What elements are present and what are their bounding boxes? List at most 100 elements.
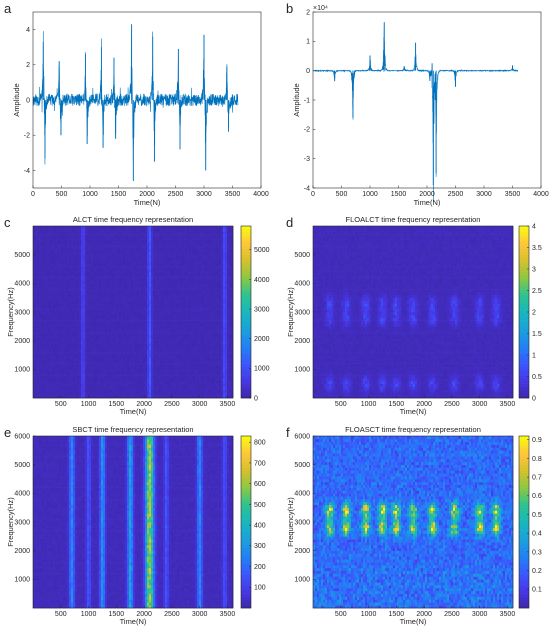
heatmap-cell: [95, 249, 97, 252]
heatmap-cell: [87, 263, 89, 266]
heatmap-cell: [101, 332, 103, 335]
heatmap-cell: [89, 341, 91, 344]
heatmap-cell: [163, 232, 165, 235]
heatmap-cell: [71, 329, 73, 332]
heatmap-cell: [163, 286, 165, 289]
x-tick-label: 1500: [391, 191, 407, 198]
heatmap-cell: [155, 361, 157, 364]
heatmap-cell: [135, 246, 137, 249]
heatmap-cell: [187, 349, 189, 352]
heatmap-cell: [69, 358, 71, 361]
heatmap-cell: [83, 341, 85, 344]
heatmap-cell: [51, 240, 53, 243]
heatmap-cell: [157, 361, 159, 364]
heatmap-cell: [179, 358, 181, 361]
heatmap-cell: [129, 312, 131, 315]
heatmap-cell: [151, 341, 153, 344]
heatmap-cell: [169, 318, 171, 321]
heatmap-cell: [153, 309, 155, 312]
heatmap-cell: [107, 295, 109, 298]
heatmap-cell: [33, 258, 35, 261]
heatmap-cell: [39, 361, 41, 364]
heatmap-cell: [149, 272, 151, 275]
heatmap-cell: [109, 252, 111, 255]
heatmap-cell: [161, 329, 163, 332]
heatmap-cell: [113, 269, 115, 272]
heatmap-cell: [115, 315, 117, 318]
heatmap-cell: [75, 338, 77, 341]
heatmap-cell: [123, 240, 125, 243]
heatmap-cell: [101, 361, 103, 364]
heatmap-cell: [43, 332, 45, 335]
heatmap-cell: [103, 275, 105, 278]
heatmap-cell: [139, 366, 141, 369]
heatmap-cell: [119, 318, 121, 321]
heatmap-cell: [145, 295, 147, 298]
heatmap-cell: [187, 352, 189, 355]
heatmap-cell: [183, 369, 185, 372]
heatmap-cell: [109, 226, 111, 229]
heatmap-cell: [151, 387, 153, 390]
heatmap-cell: [49, 358, 51, 361]
heatmap-cell: [123, 295, 125, 298]
heatmap-cell: [67, 384, 69, 387]
heatmap-cell: [139, 389, 141, 392]
heatmap-cell: [179, 298, 181, 301]
heatmap-cell: [37, 364, 39, 367]
heatmap-cell: [45, 318, 47, 321]
y-tick-label: 4: [26, 27, 30, 34]
heatmap-cell: [87, 352, 89, 355]
heatmap-cell: [51, 283, 53, 286]
heatmap-cell: [165, 255, 167, 258]
heatmap-cell: [53, 237, 55, 240]
heatmap-cell: [57, 306, 59, 309]
heatmap-cell: [127, 269, 129, 272]
heatmap-cell: [59, 237, 61, 240]
heatmap-cell: [151, 263, 153, 266]
heatmap-cell: [135, 303, 137, 306]
heatmap-cell: [51, 392, 53, 395]
heatmap-cell: [147, 349, 149, 352]
heatmap-cell: [65, 292, 67, 295]
heatmap-cell: [187, 289, 189, 292]
heatmap-cell: [163, 266, 165, 269]
heatmap-cell: [69, 309, 71, 312]
heatmap-cell: [75, 283, 77, 286]
heatmap-cell: [145, 384, 147, 387]
heatmap-cell: [147, 229, 149, 232]
heatmap-cell: [119, 372, 121, 375]
heatmap-cell: [107, 387, 109, 390]
heatmap-cell: [141, 260, 143, 263]
heatmap-cell: [123, 229, 125, 232]
heatmap-cell: [163, 384, 165, 387]
heatmap-cell: [39, 255, 41, 258]
heatmap-cell: [97, 275, 99, 278]
heatmap-cell: [115, 344, 117, 347]
heatmap-cell: [149, 338, 151, 341]
heatmap-cell: [67, 280, 69, 283]
heatmap-cell: [121, 269, 123, 272]
heatmap-cell: [121, 237, 123, 240]
heatmap-cell: [165, 321, 167, 324]
heatmap-cell: [47, 384, 49, 387]
heatmap-cell: [79, 375, 81, 378]
heatmap-cell: [123, 252, 125, 255]
heatmap-cell: [39, 292, 41, 295]
heatmap-cell: [127, 292, 129, 295]
heatmap-cell: [125, 329, 127, 332]
heatmap-cell: [99, 295, 101, 298]
heatmap-cell: [119, 289, 121, 292]
heatmap-cell: [65, 344, 67, 347]
heatmap-cell: [129, 278, 131, 281]
heatmap-cell: [141, 275, 143, 278]
heatmap-cell: [61, 381, 63, 384]
heatmap-cell: [51, 243, 53, 246]
heatmap-cell: [97, 266, 99, 269]
heatmap-cell: [89, 249, 91, 252]
heatmap-cell: [107, 243, 109, 246]
heatmap-cell: [101, 249, 103, 252]
heatmap-cell: [167, 266, 169, 269]
heatmap-cell: [101, 252, 103, 255]
heatmap-cell: [145, 260, 147, 263]
heatmap-cell: [125, 303, 127, 306]
